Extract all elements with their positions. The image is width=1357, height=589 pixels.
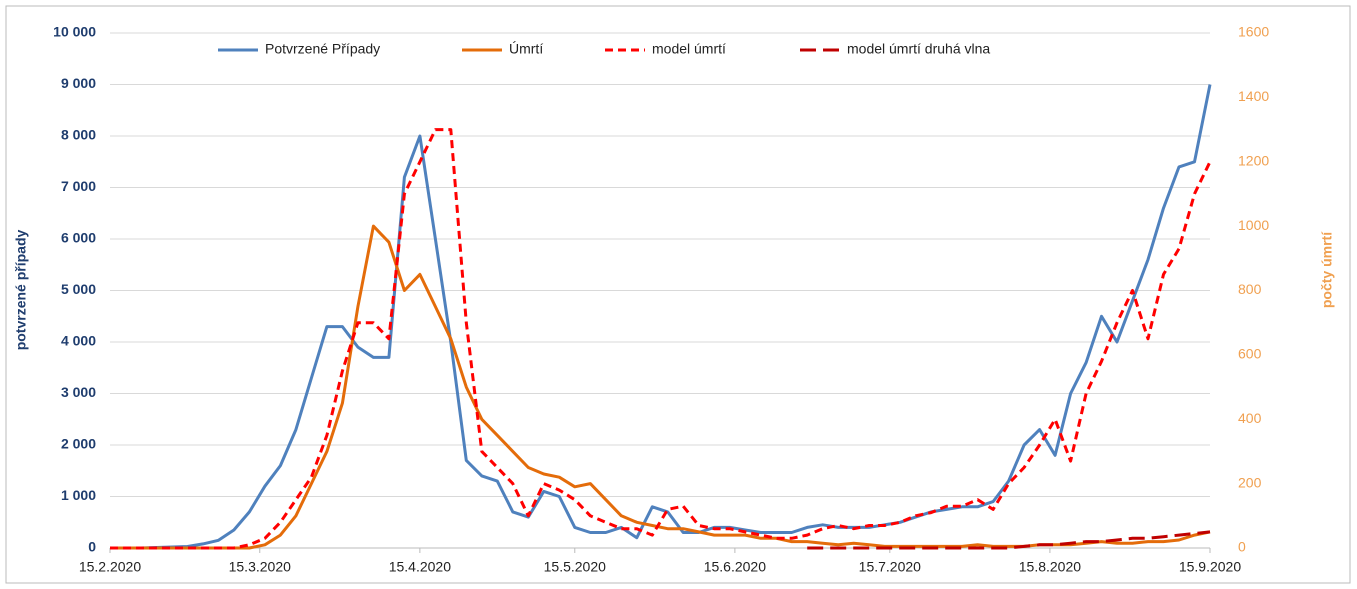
y-tick-label: 2 000 <box>61 436 96 452</box>
y-tick-label: 1 000 <box>61 487 96 503</box>
y-tick-label: 4 000 <box>61 333 96 349</box>
series-line <box>110 84 1212 550</box>
legend-label: Úmrtí <box>509 41 543 57</box>
series-line <box>110 128 1212 550</box>
y2-tick-label: 600 <box>1238 346 1262 362</box>
x-tick-label: 15.7.2020 <box>859 559 921 575</box>
chart-frame <box>5 5 1351 584</box>
legend-label: Potvrzené Případy <box>265 41 380 57</box>
y2-tick-label: 400 <box>1238 410 1262 426</box>
y2-tick-label: 1400 <box>1238 88 1269 104</box>
y-tick-label: 7 000 <box>61 178 96 194</box>
y-tick-label: 9 000 <box>61 75 96 91</box>
y-tick-label: 6 000 <box>61 230 96 246</box>
y2-tick-label: 0 <box>1238 539 1246 555</box>
y2-tick-label: 1600 <box>1238 24 1269 40</box>
y2-axis-title: počty úmrtí <box>1319 231 1335 308</box>
series-line <box>807 530 1211 550</box>
y-axis-title: potvrzené případy <box>13 230 29 351</box>
x-tick-label: 15.3.2020 <box>229 559 291 575</box>
y2-tick-label: 200 <box>1238 474 1262 490</box>
y2-tick-label: 1200 <box>1238 152 1269 168</box>
legend-label: model úmrtí druhá vlna <box>847 41 990 57</box>
y-tick-label: 0 <box>88 539 96 555</box>
x-tick-label: 15.9.2020 <box>1179 559 1241 575</box>
x-tick-label: 15.6.2020 <box>704 559 766 575</box>
x-tick-label: 15.5.2020 <box>544 559 606 575</box>
y2-tick-label: 800 <box>1238 281 1262 297</box>
y-tick-label: 10 000 <box>53 24 96 40</box>
y-tick-label: 5 000 <box>61 281 96 297</box>
x-tick-label: 15.8.2020 <box>1019 559 1081 575</box>
y-tick-label: 3 000 <box>61 384 96 400</box>
y2-tick-label: 1000 <box>1238 217 1269 233</box>
x-tick-label: 15.4.2020 <box>389 559 451 575</box>
legend-label: model úmrtí <box>652 41 726 57</box>
y-tick-label: 8 000 <box>61 127 96 143</box>
x-tick-label: 15.2.2020 <box>79 559 141 575</box>
